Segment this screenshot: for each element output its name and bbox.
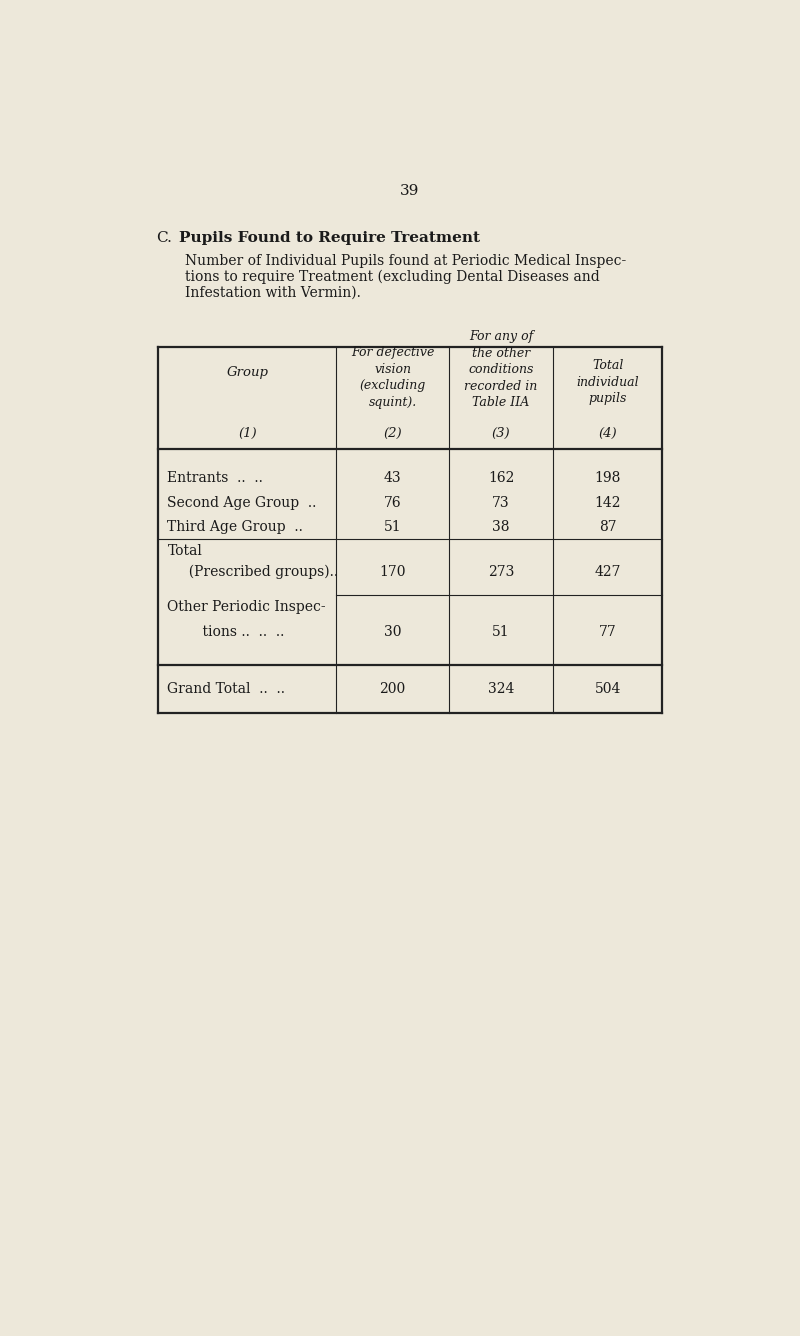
Text: (1): (1) xyxy=(238,428,257,440)
Text: Group: Group xyxy=(226,366,268,378)
Text: 38: 38 xyxy=(492,520,510,534)
Text: tions to require Treatment (excluding Dental Diseases and: tions to require Treatment (excluding De… xyxy=(186,270,600,285)
Text: (3): (3) xyxy=(492,428,510,440)
Text: 273: 273 xyxy=(488,565,514,580)
Text: 30: 30 xyxy=(384,624,402,639)
Text: 76: 76 xyxy=(384,496,402,510)
Text: 77: 77 xyxy=(598,624,617,639)
Text: tions ..  ..  ..: tions .. .. .. xyxy=(186,624,285,639)
Text: 504: 504 xyxy=(594,681,621,696)
Text: (2): (2) xyxy=(383,428,402,440)
Text: Total: Total xyxy=(167,544,202,557)
Text: Second Age Group  ..: Second Age Group .. xyxy=(167,496,317,510)
Text: 51: 51 xyxy=(384,520,402,534)
Text: Other Periodic Inspec-: Other Periodic Inspec- xyxy=(167,600,326,615)
Text: 198: 198 xyxy=(594,472,621,485)
Text: Grand Total  ..  ..: Grand Total .. .. xyxy=(167,681,286,696)
Text: 200: 200 xyxy=(379,681,406,696)
Text: 43: 43 xyxy=(384,472,402,485)
Text: 73: 73 xyxy=(492,496,510,510)
Text: 162: 162 xyxy=(488,472,514,485)
Text: (Prescribed groups)..: (Prescribed groups).. xyxy=(180,565,338,580)
Text: 39: 39 xyxy=(400,184,420,198)
Text: C.: C. xyxy=(156,231,172,246)
Text: 170: 170 xyxy=(379,565,406,580)
Text: Entrants  ..  ..: Entrants .. .. xyxy=(167,472,263,485)
Text: Infestation with Vermin).: Infestation with Vermin). xyxy=(186,286,361,299)
Text: (4): (4) xyxy=(598,428,617,440)
Text: 324: 324 xyxy=(488,681,514,696)
Text: 87: 87 xyxy=(599,520,617,534)
Text: Third Age Group  ..: Third Age Group .. xyxy=(167,520,303,534)
Text: 51: 51 xyxy=(492,624,510,639)
Text: For any of
the other
conditions
recorded in
Table IIA: For any of the other conditions recorded… xyxy=(465,330,538,409)
Text: 427: 427 xyxy=(594,565,621,580)
Text: For defective
vision
(excluding
squint).: For defective vision (excluding squint). xyxy=(351,346,434,409)
Text: Pupils Found to Require Treatment: Pupils Found to Require Treatment xyxy=(179,231,480,246)
Text: 142: 142 xyxy=(594,496,621,510)
Text: Total
individual
pupils: Total individual pupils xyxy=(576,359,639,405)
Text: Number of Individual Pupils found at Periodic Medical Inspec-: Number of Individual Pupils found at Per… xyxy=(186,254,626,269)
